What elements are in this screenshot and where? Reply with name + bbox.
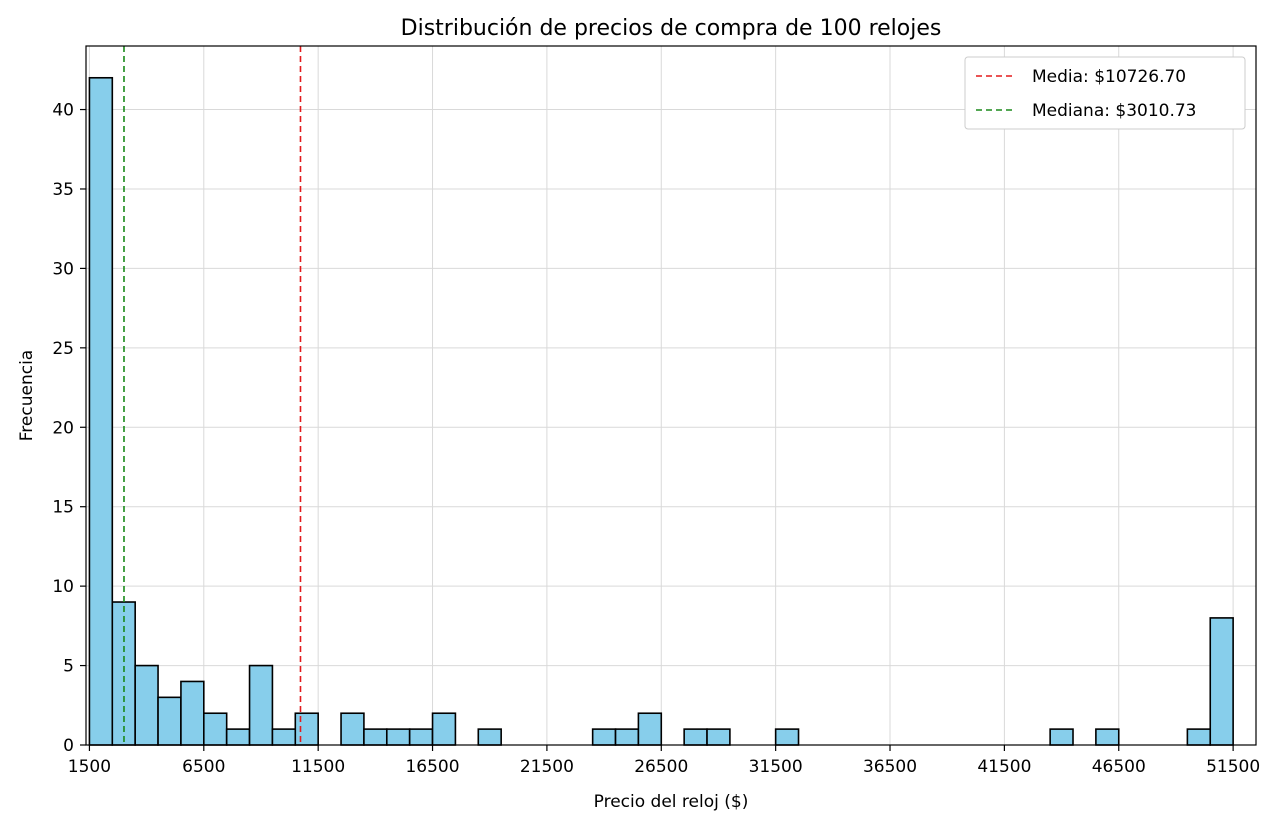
histogram-bar — [157, 696, 182, 746]
y-axis-ticks: 0 5 10 15 20 25 30 35 40 — [52, 101, 86, 756]
grid-lines — [86, 46, 1256, 746]
y-tick-label: 20 — [52, 418, 74, 438]
x-tick-label: 46500 — [1092, 757, 1146, 777]
histogram-bar — [248, 664, 274, 746]
histogram-bar — [637, 712, 663, 746]
histogram-bar — [363, 728, 388, 746]
x-tick-label: 51500 — [1206, 757, 1260, 777]
x-tick-label: 41500 — [977, 757, 1031, 777]
histogram-bar — [385, 728, 411, 746]
x-tick-label: 16500 — [405, 757, 459, 777]
histogram-bar — [271, 728, 297, 746]
histogram-bar — [408, 728, 434, 746]
histogram-bar — [477, 728, 502, 746]
histogram-bar — [294, 712, 319, 746]
histogram-bar — [340, 712, 365, 746]
y-tick-label: 5 — [63, 657, 74, 677]
plot-frame — [85, 45, 1257, 746]
x-axis-ticks: 1500 6500 11500 16500 21500 26500 31500 36500 41… — [68, 745, 1260, 777]
legend-box — [964, 56, 1246, 130]
legend: Media: $10726.70 Mediana: $3010.73 — [964, 56, 1246, 130]
legend-label-media: Media: $10726.70 — [1032, 67, 1186, 87]
histogram-bar — [614, 728, 640, 746]
histogram-bar — [1186, 728, 1212, 746]
y-tick-label: 40 — [52, 101, 74, 121]
histogram-bar — [431, 712, 457, 746]
y-tick-label: 0 — [63, 736, 74, 756]
histogram-bar — [1049, 728, 1074, 746]
x-tick-label: 6500 — [182, 757, 225, 777]
y-tick-label: 30 — [52, 259, 74, 279]
y-tick-label: 10 — [52, 577, 74, 597]
x-tick-label: 21500 — [520, 757, 574, 777]
histogram-bar — [111, 601, 136, 746]
legend-label-mediana: Mediana: $3010.73 — [1032, 101, 1197, 121]
histogram-bar — [591, 728, 617, 746]
y-tick-label: 35 — [52, 180, 74, 200]
y-tick-label: 25 — [52, 339, 74, 359]
histogram-bar — [88, 76, 114, 746]
histogram-bar — [683, 728, 708, 746]
x-tick-label: 26500 — [634, 757, 688, 777]
y-axis-label: Frecuencia — [17, 350, 37, 441]
histogram-bar — [1095, 728, 1120, 746]
x-tick-label: 31500 — [749, 757, 803, 777]
x-axis-label: Precio del reloj ($) — [594, 792, 749, 812]
reference-lines — [123, 46, 302, 745]
histogram-bar — [774, 728, 800, 746]
x-tick-label: 11500 — [291, 757, 345, 777]
histogram-bar — [225, 728, 251, 746]
histogram-bar — [203, 712, 228, 746]
histogram-bar — [706, 728, 731, 746]
x-tick-label: 36500 — [863, 757, 917, 777]
histogram-bar — [134, 664, 159, 746]
y-tick-label: 15 — [52, 498, 74, 518]
histogram-bar — [180, 680, 205, 746]
x-tick-label: 1500 — [68, 757, 111, 777]
chart-title: Distribución de precios de compra de 100… — [401, 16, 942, 41]
histogram-bar — [1209, 617, 1234, 746]
